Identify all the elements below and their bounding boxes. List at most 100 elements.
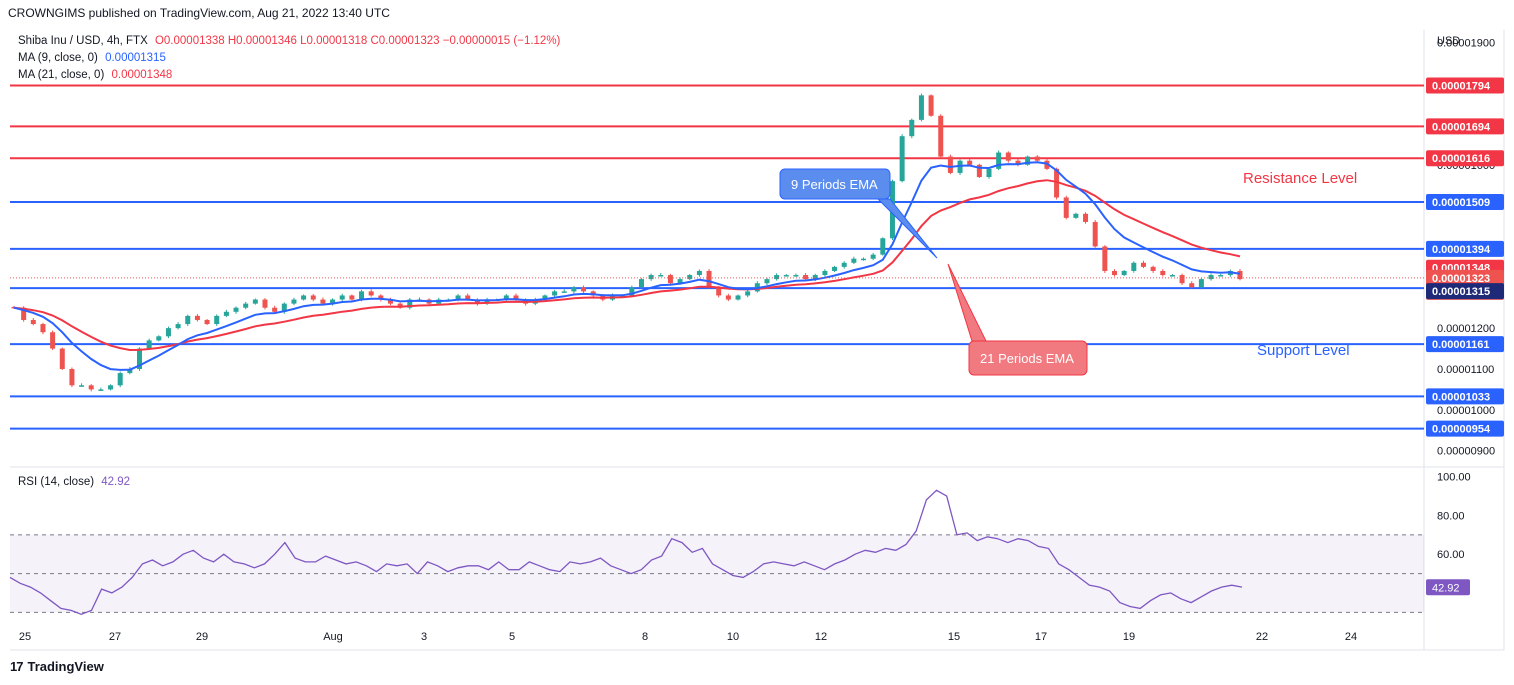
support-level-label: 0.00001394 <box>1432 244 1491 256</box>
candle-body <box>696 270 702 276</box>
date-tick-label: 5 <box>509 631 515 643</box>
candle-body <box>397 303 403 308</box>
ma9-price-tag <box>1426 283 1504 300</box>
candle-body <box>658 275 664 277</box>
tradingview-brand[interactable]: 17 TradingView <box>10 659 104 674</box>
candle-body <box>677 279 683 284</box>
candle-body <box>1208 275 1214 280</box>
support-level-label: 0.00000954 <box>1432 424 1491 436</box>
candle-body <box>667 275 673 284</box>
ma9-legend: MA (9, close, 0) 0.00001315 <box>18 52 166 64</box>
resistance-level-tag <box>1426 77 1504 94</box>
candle-body <box>561 291 567 293</box>
candle-body <box>185 315 191 325</box>
candle-body <box>407 299 413 308</box>
ma21-value: 0.00001348 <box>111 69 173 81</box>
price-tick-label: 0.00000900 <box>1437 446 1495 458</box>
candle-body <box>50 332 56 349</box>
candle-body <box>822 270 828 276</box>
candle-body <box>928 95 934 116</box>
candle-body <box>194 315 200 320</box>
support-level-label: 0.00001161 <box>1432 339 1490 351</box>
candle-body <box>918 95 924 120</box>
support-level-tag <box>1426 336 1504 353</box>
candle-body <box>1025 156 1031 165</box>
candle-body <box>465 295 471 300</box>
rsi-value: 42.92 <box>101 476 131 488</box>
candle-body <box>996 152 1002 169</box>
candle-body <box>542 295 548 300</box>
candle-body <box>957 160 963 173</box>
date-tick-label: 29 <box>196 631 208 643</box>
last-price-label: 0.00001323 <box>1432 273 1490 285</box>
candle-body <box>165 328 171 337</box>
support-level-label: 0.00001033 <box>1432 391 1490 403</box>
date-tick-label: 10 <box>727 631 739 643</box>
support-level-tag <box>1426 193 1504 210</box>
ema21-callout-box <box>968 340 1088 376</box>
candle-body <box>223 311 229 316</box>
candle-body <box>1015 160 1021 165</box>
support-level-tag <box>1426 420 1504 437</box>
resistance-level-label: Resistance Level <box>1243 170 1357 187</box>
candle-body <box>1169 275 1175 277</box>
price-tick-label: 0.00001100 <box>1437 364 1494 376</box>
candle-body <box>1005 152 1011 161</box>
candle-body <box>455 295 461 300</box>
ohlc-legend: Shiba Inu / USD, 4h, FTX O0.00001338 H0.… <box>18 35 560 47</box>
candle-body <box>638 279 644 288</box>
candle-body <box>774 275 780 280</box>
support-level-tag <box>1426 388 1504 405</box>
brand-label: TradingView <box>27 659 104 674</box>
ema9-callout-text: 9 Periods EMA <box>791 177 878 192</box>
candle-body <box>629 287 635 296</box>
candle-body <box>301 295 307 300</box>
candle-body <box>783 275 789 277</box>
candle-body <box>330 299 336 304</box>
candle-body <box>359 291 365 300</box>
ema21-callout-pointer <box>947 263 987 342</box>
resistance-level-tag <box>1426 118 1504 135</box>
publish-info: CROWNGIMS published on TradingView.com, … <box>8 6 390 20</box>
rsi-tick-label: 100.00 <box>1437 472 1471 484</box>
candle-body <box>581 287 587 292</box>
candle-body <box>88 385 94 390</box>
support-level-label: 0.00001509 <box>1432 197 1490 209</box>
price-tick-label: 0.00001000 <box>1437 405 1495 417</box>
ema21-line <box>13 179 1241 352</box>
date-tick-label: Aug <box>323 631 343 643</box>
rsi-tick-label: 60.00 <box>1437 549 1465 561</box>
candle-body <box>117 373 123 386</box>
candle-body <box>387 299 393 304</box>
candle-body <box>976 164 982 178</box>
candle-body <box>909 119 915 137</box>
currency-label: USD <box>1437 35 1460 47</box>
candle-body <box>1112 270 1118 276</box>
resistance-level-label: 0.00001616 <box>1432 153 1490 165</box>
candle-body <box>1092 221 1098 247</box>
candle-body <box>851 258 857 263</box>
candle-body <box>1034 156 1040 161</box>
candle-body <box>899 136 905 182</box>
candle-body <box>793 275 799 277</box>
candle-body <box>243 303 249 308</box>
candle-body <box>1179 275 1185 284</box>
date-tick-label: 19 <box>1123 631 1135 643</box>
candle-body <box>262 299 268 308</box>
candle-body <box>69 368 75 386</box>
candle-body <box>687 275 693 280</box>
candle-body <box>967 160 973 165</box>
candle-body <box>812 275 818 280</box>
resistance-level-label: 0.00001694 <box>1432 121 1491 133</box>
date-tick-label: 3 <box>421 631 427 643</box>
date-tick-label: 27 <box>109 631 121 643</box>
candle-body <box>1083 213 1089 222</box>
candle-body <box>1237 270 1243 280</box>
candle-body <box>870 254 876 259</box>
rsi-value-tag-label: 42.92 <box>1432 582 1460 594</box>
rsi-legend: RSI (14, close) 42.92 <box>18 476 130 488</box>
candle-body <box>339 295 345 300</box>
candle-body <box>938 115 944 157</box>
candle-body <box>725 295 731 300</box>
